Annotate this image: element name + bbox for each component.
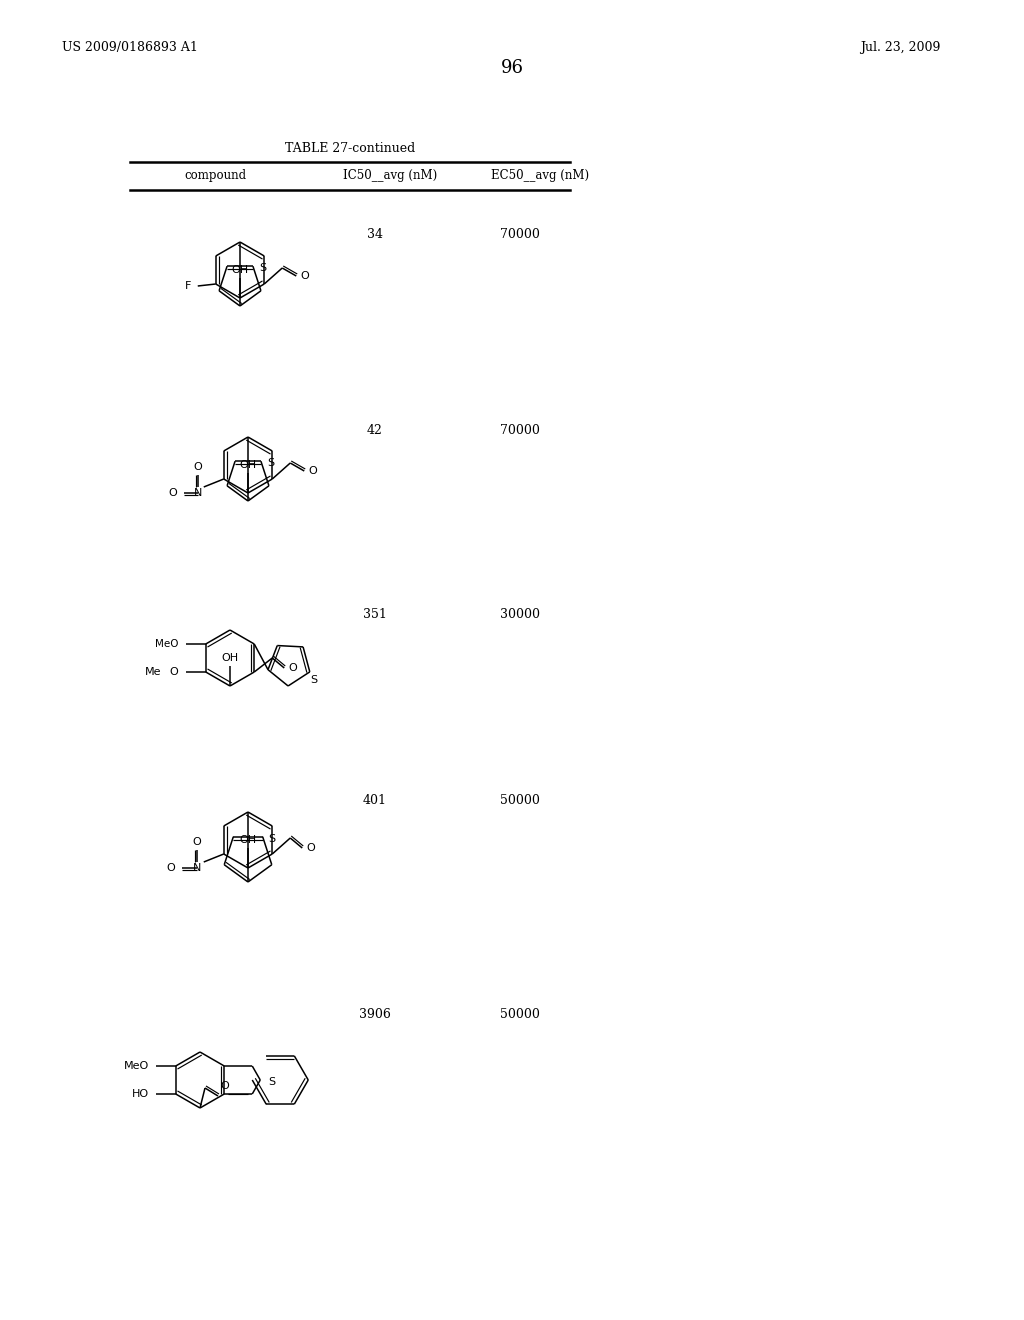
Text: O: O [306, 843, 315, 853]
Text: MeO: MeO [124, 1061, 148, 1071]
Text: O: O [300, 271, 309, 281]
Text: TABLE 27-continued: TABLE 27-continued [285, 141, 415, 154]
Text: 50000: 50000 [500, 793, 540, 807]
Text: OH: OH [240, 836, 257, 845]
Text: O: O [166, 863, 175, 873]
Text: N: N [194, 488, 202, 498]
Text: O: O [169, 667, 178, 677]
Text: OH: OH [231, 265, 249, 275]
Text: 34: 34 [367, 228, 383, 242]
Text: S: S [268, 1077, 275, 1086]
Text: OH: OH [240, 459, 257, 470]
Text: 50000: 50000 [500, 1008, 540, 1022]
Text: S: S [310, 675, 316, 685]
Text: F: F [184, 281, 190, 290]
Text: O: O [220, 1081, 228, 1092]
Text: S: S [259, 263, 266, 273]
Text: MeO: MeO [156, 639, 179, 649]
Text: 351: 351 [364, 609, 387, 622]
Text: IC50__avg (nM): IC50__avg (nM) [343, 169, 437, 182]
Text: O: O [308, 466, 317, 477]
Text: S: S [268, 834, 275, 843]
Text: O: O [193, 837, 201, 847]
Text: HO: HO [132, 1089, 148, 1100]
Text: 96: 96 [501, 59, 523, 77]
Text: 401: 401 [362, 793, 387, 807]
Text: O: O [288, 663, 297, 673]
Text: S: S [267, 458, 274, 469]
Text: Me: Me [145, 667, 162, 677]
Text: Jul. 23, 2009: Jul. 23, 2009 [860, 41, 940, 54]
Text: 70000: 70000 [500, 228, 540, 242]
Text: US 2009/0186893 A1: US 2009/0186893 A1 [62, 41, 198, 54]
Text: O: O [168, 488, 177, 498]
Text: 70000: 70000 [500, 424, 540, 437]
Text: compound: compound [184, 169, 246, 182]
Text: 30000: 30000 [500, 609, 540, 622]
Text: 42: 42 [367, 424, 383, 437]
Text: O: O [194, 462, 202, 473]
Text: OH: OH [221, 653, 239, 663]
Text: EC50__avg (nM): EC50__avg (nM) [490, 169, 589, 182]
Text: 3906: 3906 [359, 1008, 391, 1022]
Text: N: N [193, 863, 201, 873]
